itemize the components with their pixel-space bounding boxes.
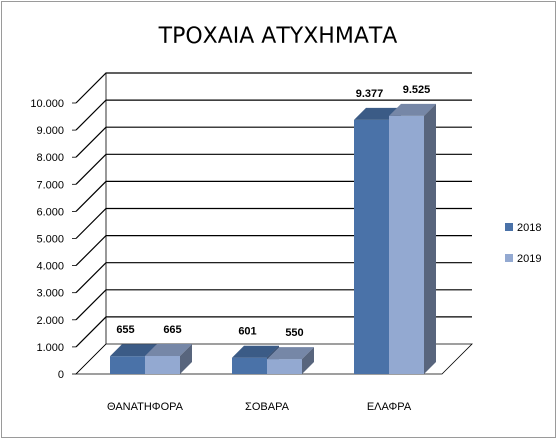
data-label: 9.525 [403,84,431,96]
bar-side [424,103,436,374]
y-axis-ticks: 0 1.000 2.000 3.000 4.000 5.000 6.000 7.000 8.00… [30,98,76,381]
gridline [75,180,472,212]
category-labels: ΘΑΝΑΤΗΦΟΡΑ ΣΟΒΑΡΑ ΕΛΑΦΡΑ [107,401,412,413]
data-label: 9.377 [356,88,384,100]
category-label: ΕΛΑΦΡΑ [367,401,412,413]
bar [354,119,389,374]
y-tick-label: 3.000 [36,288,64,300]
floor-plane [75,343,473,375]
legend: 2018 2019 [505,222,541,265]
y-tick-label: 5.000 [36,234,64,246]
legend-swatch [505,223,513,231]
data-label: 665 [163,324,181,336]
category-label: ΣΟΒΑΡΑ [245,401,290,413]
data-labels: 655 665 601 550 9.377 9.525 [116,84,430,339]
bar-top [267,347,314,360]
bar-side [302,347,314,374]
y-tick-label: 8.000 [36,152,64,164]
bar [389,115,424,374]
chart-title: ΤΡΟΧΑΙΑ ΑΤΥΧΗΜΑΤΑ [158,24,398,49]
bar [145,355,180,374]
y-tick-label: 9.000 [36,125,64,137]
gridline [75,235,472,267]
bar [110,356,145,374]
legend-label: 2019 [517,253,541,265]
y-tick-label: 1.000 [36,342,64,354]
gridline [75,126,472,158]
legend-label: 2018 [517,222,541,234]
y-tick-label: 4.000 [36,261,64,273]
y-tick-label: 2.000 [36,315,64,327]
bar-side [180,343,192,374]
y-tick-label: 7.000 [36,179,64,191]
bar [232,357,267,374]
gridline [75,72,472,104]
y-tick-label: 6.000 [36,206,64,218]
gridline [75,316,472,348]
gridline [75,99,472,131]
bar-top [232,345,279,358]
data-label: 601 [238,326,256,338]
gridline [75,207,472,239]
gridline [75,262,472,294]
bars [110,103,436,374]
data-label: 655 [116,324,134,336]
gridline [75,289,472,321]
y-tick-label: 0 [58,369,64,381]
bar-top [110,344,157,357]
category-label: ΘΑΝΑΤΗΦΟΡΑ [107,401,184,413]
data-label: 550 [285,327,303,339]
gridlines [75,72,472,348]
chart-walls [75,73,473,375]
bar [267,359,302,374]
bar-top [389,103,436,116]
bar-top [145,343,192,356]
y-tick-label: 10.000 [30,98,64,110]
legend-swatch [505,254,513,262]
gridline [75,153,472,185]
